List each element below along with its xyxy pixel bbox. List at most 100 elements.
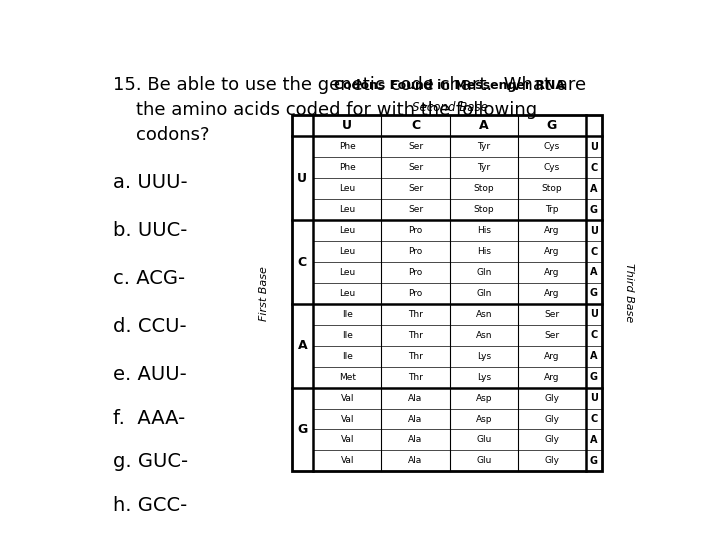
Text: g. GUC-: g. GUC- bbox=[113, 453, 189, 471]
Text: Ser: Ser bbox=[408, 163, 423, 172]
Text: Val: Val bbox=[341, 394, 354, 403]
Text: U: U bbox=[590, 142, 598, 152]
Text: Leu: Leu bbox=[339, 184, 356, 193]
Text: Cys: Cys bbox=[544, 163, 560, 172]
Text: A: A bbox=[590, 184, 598, 194]
Text: U: U bbox=[590, 393, 598, 403]
Text: Pro: Pro bbox=[408, 247, 423, 256]
Text: Stop: Stop bbox=[473, 205, 494, 214]
Text: Thr: Thr bbox=[408, 331, 423, 340]
Text: U: U bbox=[590, 309, 598, 319]
Text: Met: Met bbox=[339, 373, 356, 382]
Text: Arg: Arg bbox=[544, 247, 559, 256]
Text: a. UUU-: a. UUU- bbox=[113, 173, 188, 192]
Text: Ile: Ile bbox=[342, 310, 353, 319]
Text: Val: Val bbox=[341, 435, 354, 444]
Text: Tyr: Tyr bbox=[477, 163, 490, 172]
Text: Arg: Arg bbox=[544, 289, 559, 298]
Text: Leu: Leu bbox=[339, 268, 356, 277]
Text: Tyr: Tyr bbox=[477, 143, 490, 151]
Text: Second Base: Second Base bbox=[412, 100, 487, 113]
Text: His: His bbox=[477, 247, 491, 256]
Text: Asn: Asn bbox=[475, 310, 492, 319]
Text: Stop: Stop bbox=[473, 184, 494, 193]
Text: C: C bbox=[590, 163, 598, 173]
Text: C: C bbox=[590, 247, 598, 256]
Text: Leu: Leu bbox=[339, 226, 356, 235]
Text: Phe: Phe bbox=[339, 143, 356, 151]
Text: Leu: Leu bbox=[339, 205, 356, 214]
Text: c. ACG-: c. ACG- bbox=[113, 269, 185, 288]
Text: G: G bbox=[590, 205, 598, 215]
Text: A: A bbox=[297, 339, 307, 352]
Text: Thr: Thr bbox=[408, 373, 423, 382]
Text: Ser: Ser bbox=[544, 310, 559, 319]
Text: Gln: Gln bbox=[476, 268, 491, 277]
Text: G: G bbox=[590, 456, 598, 466]
Text: Pro: Pro bbox=[408, 289, 423, 298]
Text: Ser: Ser bbox=[544, 331, 559, 340]
Text: First Base: First Base bbox=[259, 266, 269, 321]
Text: Ala: Ala bbox=[408, 394, 423, 403]
Text: Ile: Ile bbox=[342, 352, 353, 361]
Text: G: G bbox=[546, 119, 557, 132]
Text: C: C bbox=[411, 119, 420, 132]
Text: Gly: Gly bbox=[544, 394, 559, 403]
Text: Third Base: Third Base bbox=[624, 264, 634, 323]
Text: Gly: Gly bbox=[544, 435, 559, 444]
Text: His: His bbox=[477, 226, 491, 235]
Text: U: U bbox=[297, 172, 307, 185]
Text: d. CCU-: d. CCU- bbox=[113, 317, 187, 336]
Text: Val: Val bbox=[341, 415, 354, 423]
Text: Pro: Pro bbox=[408, 226, 423, 235]
Text: Thr: Thr bbox=[408, 310, 423, 319]
Text: Lys: Lys bbox=[477, 352, 491, 361]
Text: Ala: Ala bbox=[408, 415, 423, 423]
Text: Phe: Phe bbox=[339, 163, 356, 172]
Text: A: A bbox=[479, 119, 488, 132]
Text: U: U bbox=[342, 119, 352, 132]
Text: Leu: Leu bbox=[339, 247, 356, 256]
Text: C: C bbox=[590, 414, 598, 424]
Text: f.  AAA-: f. AAA- bbox=[113, 409, 186, 428]
Text: Ser: Ser bbox=[408, 205, 423, 214]
Text: G: G bbox=[590, 372, 598, 382]
Text: Leu: Leu bbox=[339, 289, 356, 298]
Text: C: C bbox=[298, 255, 307, 268]
Text: A: A bbox=[590, 435, 598, 445]
Text: A: A bbox=[590, 351, 598, 361]
Text: b. UUC-: b. UUC- bbox=[113, 221, 188, 240]
Bar bbox=[292, 115, 601, 471]
Text: Codons Found in Messenger RNA: Codons Found in Messenger RNA bbox=[334, 79, 565, 92]
Text: Glu: Glu bbox=[476, 435, 491, 444]
Text: Arg: Arg bbox=[544, 268, 559, 277]
Text: Thr: Thr bbox=[408, 352, 423, 361]
Text: A: A bbox=[590, 267, 598, 278]
Text: e. AUU-: e. AUU- bbox=[113, 364, 187, 383]
Text: G: G bbox=[590, 288, 598, 299]
Text: Asn: Asn bbox=[475, 331, 492, 340]
Text: Trp: Trp bbox=[545, 205, 559, 214]
Text: Ala: Ala bbox=[408, 456, 423, 465]
Text: Arg: Arg bbox=[544, 352, 559, 361]
Text: Gly: Gly bbox=[544, 456, 559, 465]
Text: Ala: Ala bbox=[408, 435, 423, 444]
Text: C: C bbox=[590, 330, 598, 340]
Text: Gly: Gly bbox=[544, 415, 559, 423]
Text: Cys: Cys bbox=[544, 143, 560, 151]
Text: Ile: Ile bbox=[342, 331, 353, 340]
Text: Arg: Arg bbox=[544, 226, 559, 235]
Text: G: G bbox=[297, 423, 307, 436]
Text: Asp: Asp bbox=[475, 415, 492, 423]
Text: Ser: Ser bbox=[408, 143, 423, 151]
Text: h. GCC-: h. GCC- bbox=[113, 496, 187, 515]
Text: Lys: Lys bbox=[477, 373, 491, 382]
Text: Pro: Pro bbox=[408, 268, 423, 277]
Text: Ser: Ser bbox=[408, 184, 423, 193]
Text: Asp: Asp bbox=[475, 394, 492, 403]
Text: Arg: Arg bbox=[544, 373, 559, 382]
Text: Gln: Gln bbox=[476, 289, 491, 298]
Text: 15. Be able to use the genetic code chart.  What are
    the amino acids coded f: 15. Be able to use the genetic code char… bbox=[113, 76, 586, 144]
Text: U: U bbox=[590, 226, 598, 235]
Text: Stop: Stop bbox=[541, 184, 562, 193]
